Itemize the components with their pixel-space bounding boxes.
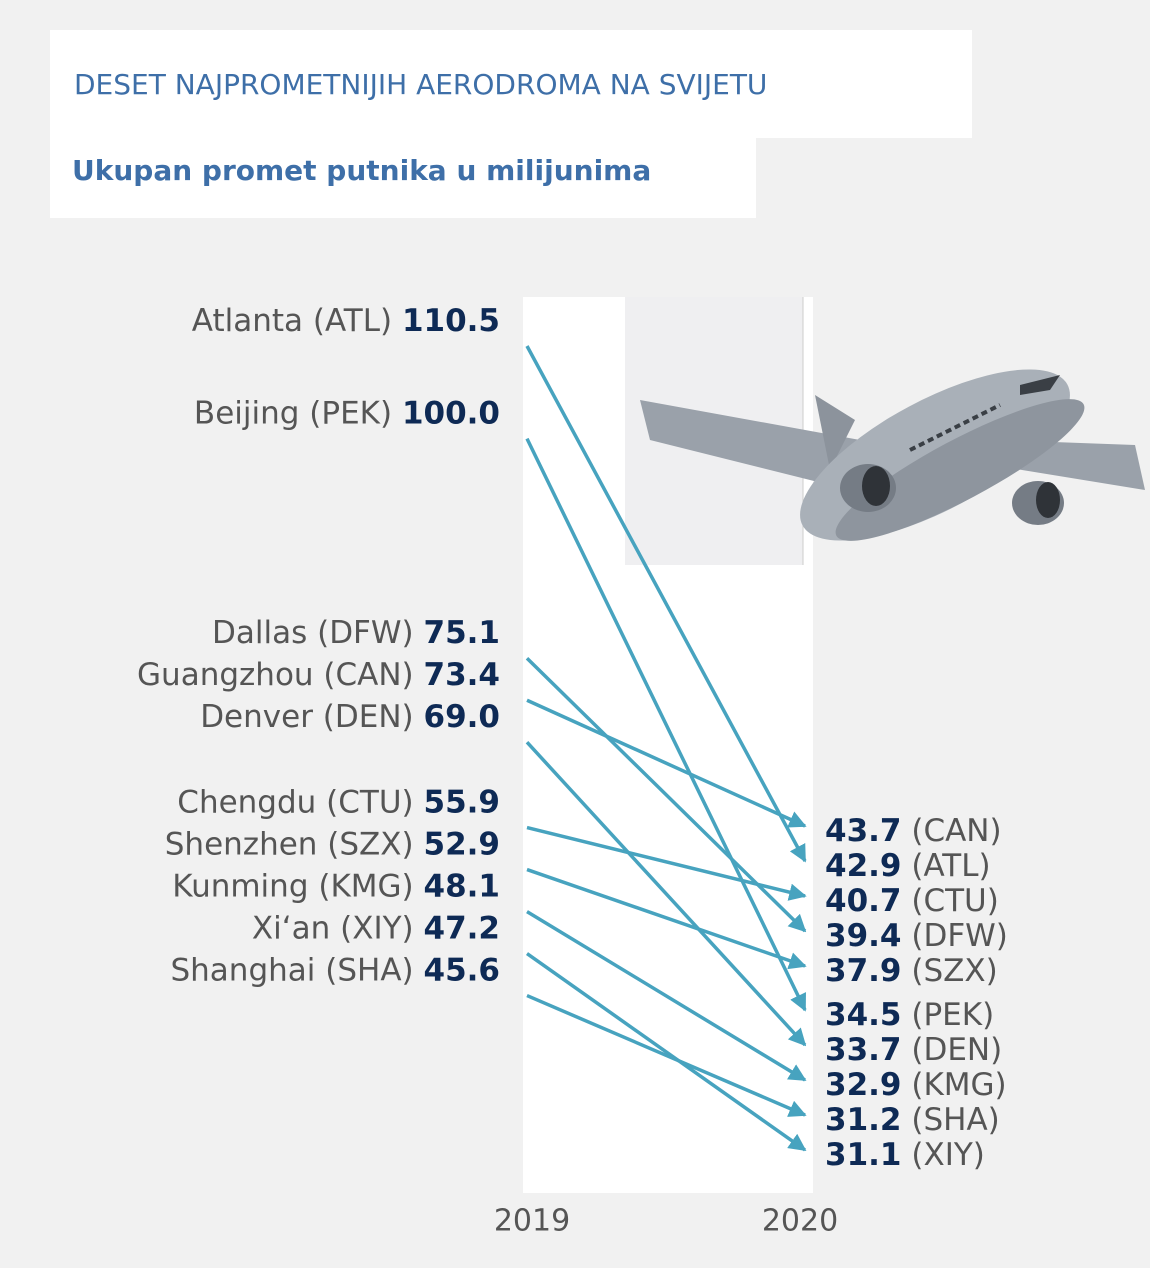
subtitle-box (50, 138, 756, 218)
value-label: 39.4 (825, 918, 902, 954)
value-label: 52.9 (424, 826, 501, 862)
slope-arrow (525, 952, 807, 1152)
airport-name: Atlanta (ATL) (192, 303, 392, 339)
right-label: 31.1 (XIY) (825, 1137, 985, 1173)
airport-code: (DEN) (911, 1032, 1002, 1068)
right-label: 40.7 (CTU) (825, 883, 999, 919)
airport-code: (XIY) (911, 1137, 985, 1173)
slope-arrow (526, 825, 807, 901)
right-label: 33.7 (DEN) (825, 1032, 1002, 1068)
airport-code: (SHA) (911, 1102, 999, 1138)
right-label: 34.5 (PEK) (825, 997, 994, 1033)
airport-code: (ATL) (911, 848, 990, 884)
value-label: 110.5 (402, 303, 500, 339)
value-label: 43.7 (825, 813, 902, 849)
airport-name: Kunming (KMG) (172, 868, 413, 904)
left-label: Xi‘an (XIY) 47.2 (252, 910, 500, 946)
airport-name: Shenzhen (SZX) (165, 826, 414, 862)
value-label: 40.7 (825, 883, 902, 919)
x-label: 2020 (762, 1204, 838, 1239)
value-label: 100.0 (402, 395, 500, 431)
chart-subtitle: Ukupan promet putnika u milijunima (72, 154, 651, 187)
right-label: 43.7 (CAN) (825, 813, 1002, 849)
airport-name: Shanghai (SHA) (170, 952, 413, 988)
airport-name: Beijing (PEK) (194, 395, 392, 431)
left-label: Denver (DEN) 69.0 (200, 699, 500, 735)
value-label: 31.1 (825, 1137, 902, 1173)
airport-code: (DFW) (911, 918, 1008, 954)
value-label: 37.9 (825, 953, 902, 989)
value-label: 32.9 (825, 1067, 902, 1103)
left-label: Atlanta (ATL) 110.5 (192, 303, 500, 339)
left-label: Dallas (DFW) 75.1 (212, 615, 500, 651)
airport-code: (PEK) (911, 997, 994, 1033)
left-label: Kunming (KMG) 48.1 (172, 868, 500, 904)
value-label: 69.0 (424, 699, 501, 735)
left-label: Guangzhou (CAN) 73.4 (137, 657, 500, 693)
value-label: 48.1 (424, 868, 501, 904)
value-label: 33.7 (825, 1032, 902, 1068)
right-label: 39.4 (DFW) (825, 918, 1008, 954)
airport-name: Denver (DEN) (200, 699, 413, 735)
right-label: 32.9 (KMG) (825, 1067, 1007, 1103)
left-label: Shanghai (SHA) 45.6 (170, 952, 500, 988)
value-label: 34.5 (825, 997, 902, 1033)
left-label: Shenzhen (SZX) 52.9 (165, 826, 500, 862)
airport-name: Xi‘an (XIY) (252, 910, 414, 946)
airport-code: (CAN) (911, 813, 1001, 849)
airport-code: (KMG) (911, 1067, 1006, 1103)
slope-arrow (526, 993, 807, 1117)
right-label: 37.9 (SZX) (825, 953, 998, 989)
slope-arrow (526, 698, 807, 828)
airport-name: Chengdu (CTU) (177, 784, 413, 820)
plane-image (625, 297, 1145, 565)
left-label: Beijing (PEK) 100.0 (194, 395, 500, 431)
airport-name: Guangzhou (CAN) (137, 657, 414, 693)
value-label: 42.9 (825, 848, 902, 884)
right-label: 42.9 (ATL) (825, 848, 991, 884)
value-label: 75.1 (424, 615, 501, 651)
title-box (50, 30, 972, 138)
value-label: 45.6 (424, 952, 501, 988)
airport-code: (CTU) (911, 883, 998, 919)
value-label: 73.4 (424, 657, 501, 693)
airport-name: Dallas (DFW) (212, 615, 414, 651)
value-label: 55.9 (424, 784, 501, 820)
slope-arrow (526, 910, 807, 1082)
chart-title: DESET NAJPROMETNIJIH AERODROMA NA SVIJET… (74, 68, 767, 101)
x-label: 2019 (494, 1204, 570, 1239)
slope-arrow (525, 437, 807, 1012)
slope-arrow (525, 345, 807, 863)
airport-code: (SZX) (911, 953, 997, 989)
slope-arrow (525, 741, 807, 1047)
slope-arrow (526, 867, 807, 970)
right-label: 31.2 (SHA) (825, 1102, 1000, 1138)
value-label: 31.2 (825, 1102, 902, 1138)
value-label: 47.2 (424, 910, 501, 946)
left-label: Chengdu (CTU) 55.9 (177, 784, 500, 820)
